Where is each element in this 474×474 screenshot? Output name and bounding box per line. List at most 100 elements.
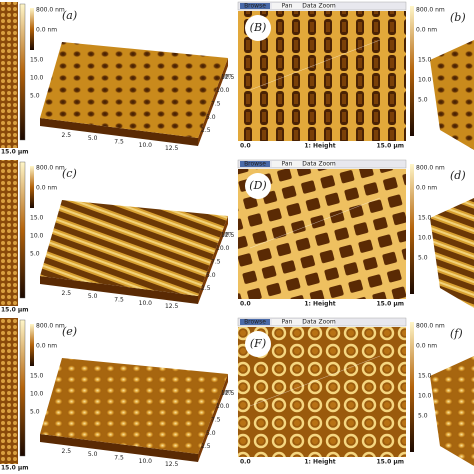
- axis-tick: 15.0: [30, 57, 44, 64]
- axis-tick: 12.5: [165, 303, 179, 310]
- axis-tick: 2.5: [201, 127, 211, 134]
- axis-tick: 5.0: [418, 413, 428, 420]
- colorbar-top: 800.0 nm: [416, 165, 445, 172]
- panel-label: (f): [450, 327, 463, 340]
- axis-tick: 5.0: [206, 114, 216, 121]
- axis-tick: 15.0: [418, 215, 432, 222]
- footer-left: 0.0: [240, 143, 251, 150]
- colorbar: [30, 166, 34, 208]
- axis-tick: 10.0: [30, 233, 44, 240]
- toolbar-button: [240, 319, 270, 325]
- footer-left: 0.0: [240, 459, 251, 466]
- afm-3d-surface: [430, 40, 474, 150]
- surface-side: [40, 276, 198, 304]
- axis-tick: 5.0: [88, 451, 98, 458]
- colorbar-top: 800.0 nm: [416, 323, 445, 330]
- colorbar-label: 15.0 µm: [1, 149, 29, 156]
- axis-tick: 5.0: [30, 93, 40, 100]
- axis-tick: 7.5: [211, 417, 221, 424]
- axis-tick: 10.0: [30, 391, 44, 398]
- axis-tick: 12.5: [221, 390, 235, 397]
- axis-tick: 7.5: [114, 139, 124, 146]
- cropped-image: [0, 318, 18, 464]
- axis-tick: 7.5: [114, 297, 124, 304]
- toolbar-button: [240, 161, 270, 167]
- panel-label: (d): [450, 169, 466, 182]
- toolbar-label: Pan: [282, 3, 293, 10]
- toolbar-label: Data Zoom: [302, 3, 336, 10]
- toolbar-button: [272, 161, 302, 167]
- axis-tick: 10.0: [418, 393, 432, 400]
- footer-mid: 1: Height: [304, 301, 335, 308]
- colorbar-bottom: 0.0 nm: [36, 27, 57, 34]
- axis-tick: 5.0: [206, 272, 216, 279]
- colorbar-label: 15.0 µm: [1, 307, 29, 314]
- axis-tick: 10.0: [418, 235, 432, 242]
- panel-label: (B): [250, 21, 267, 34]
- label-badge: [245, 331, 271, 357]
- axis-tick: 2.5: [201, 285, 211, 292]
- panel-label: (a): [62, 9, 77, 22]
- colorbar-bottom: 0.0 nm: [36, 185, 57, 192]
- toolbar-label: Data Zoom: [302, 161, 336, 168]
- footer-mid: 1: Height: [304, 459, 335, 466]
- toolbar-label: Browse: [244, 319, 266, 326]
- colorbar: [410, 322, 414, 452]
- colorbar-bottom: 0.0 nm: [416, 27, 437, 34]
- surface-side: [198, 374, 228, 462]
- surface-side: [40, 434, 198, 462]
- axis-tick: 15.0: [30, 215, 44, 222]
- footer-right: 15.0 µm: [376, 459, 404, 466]
- toolbar-label: Browse: [244, 161, 266, 168]
- axis-tick: 5.0: [88, 293, 98, 300]
- panel-label: (F): [250, 337, 266, 350]
- footer-left: 0.0: [240, 301, 251, 308]
- footer-right: 15.0 µm: [376, 301, 404, 308]
- axis-tick: 12.5: [165, 145, 179, 152]
- footer-mid: 1: Height: [304, 143, 335, 150]
- axis-tick: 15.0: [418, 373, 432, 380]
- axis-tick: 7.5: [114, 455, 124, 462]
- axis-tick: 5.0: [206, 430, 216, 437]
- colorbar-top: 800.0 nm: [36, 323, 65, 330]
- toolbar-label: Browse: [244, 3, 266, 10]
- toolbar-button: [304, 161, 334, 167]
- axis-tick: 12.5: [221, 74, 235, 81]
- cropped-image: [0, 2, 18, 148]
- surface-side: [40, 118, 198, 146]
- axis-tick: 7.5: [211, 101, 221, 108]
- axis-tick: 2.5: [62, 132, 72, 139]
- surface-side: [198, 58, 228, 146]
- axis-tick: 10.0: [216, 245, 230, 252]
- colorbar: [19, 319, 26, 457]
- panel-label: (b): [450, 11, 466, 24]
- toolbar-button: [240, 3, 270, 9]
- axis-tick: 10.0: [30, 75, 44, 82]
- panel-label: (c): [62, 167, 77, 180]
- toolbar-label: Pan: [282, 319, 293, 326]
- axis-tick: 12.5: [221, 232, 235, 239]
- colorbar-top: 800.0 nm: [36, 165, 65, 172]
- colorbar-top: 800.0 nm: [416, 7, 445, 14]
- axis-tick: 15.0: [418, 57, 432, 64]
- colorbar: [410, 6, 414, 136]
- colorbar-label: 15.0 µm: [1, 465, 29, 472]
- axis-tick: 2.5: [62, 290, 72, 297]
- axis-tick: 2.5: [201, 443, 211, 450]
- axis-tick: 15.0: [30, 373, 44, 380]
- scan-line: [249, 39, 381, 91]
- label-badge: [245, 15, 271, 41]
- panel-label: (D): [249, 179, 266, 192]
- axis-tick: 5.0: [418, 97, 428, 104]
- toolbar-label: Pan: [282, 161, 293, 168]
- surface-side: [198, 216, 228, 304]
- axis-tick: 5.0: [30, 251, 40, 258]
- footer-right: 15.0 µm: [376, 143, 404, 150]
- afm-3d-surface: [40, 200, 228, 296]
- afm-3d-surface: [430, 356, 474, 466]
- toolbar-button: [272, 319, 302, 325]
- colorbar-bottom: 0.0 nm: [36, 343, 57, 350]
- toolbar-button: [272, 3, 302, 9]
